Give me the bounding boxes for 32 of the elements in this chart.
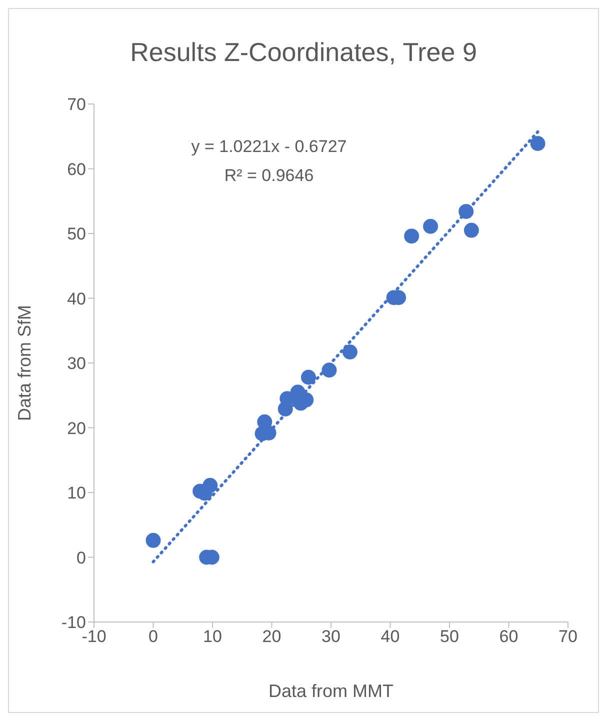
point <box>404 228 420 244</box>
x-tick-label: 0 <box>148 627 158 646</box>
point <box>322 362 337 378</box>
point <box>146 532 161 548</box>
x-tick-label: 60 <box>499 627 518 646</box>
x-tick-label: 70 <box>558 627 578 646</box>
y-axis-title: Data from SfM <box>14 304 34 422</box>
chart-title: Results Z-Coordinates, Tree 9 <box>129 37 478 68</box>
y-tick-label: 70 <box>67 95 86 114</box>
point <box>280 391 295 406</box>
x-axis-title: Data from MMT <box>268 681 394 701</box>
point <box>530 136 546 151</box>
point <box>300 370 316 385</box>
x-tick-label: 30 <box>322 627 340 646</box>
y-tick-label: 60 <box>67 160 86 179</box>
point <box>342 344 358 360</box>
x-tick-label: 10 <box>203 627 222 646</box>
x-tick-label: 20 <box>262 627 282 646</box>
y-tick-label: 40 <box>67 289 86 308</box>
y-tick-label: 20 <box>67 418 86 438</box>
x-tick-label: 50 <box>440 627 459 646</box>
y-tick-label: 50 <box>67 224 86 244</box>
annotation: y = 1.0221x - 0.6727 <box>190 137 348 157</box>
point <box>464 222 479 238</box>
point <box>202 478 218 493</box>
point <box>423 218 438 234</box>
y-tick-label: 0 <box>76 548 86 568</box>
y-tick-label: 30 <box>67 354 86 374</box>
y-tick-label: 10 <box>67 484 86 503</box>
x-tick-label: 40 <box>380 627 400 646</box>
point <box>458 204 474 219</box>
annotation: R² = 0.9646 <box>223 166 315 186</box>
